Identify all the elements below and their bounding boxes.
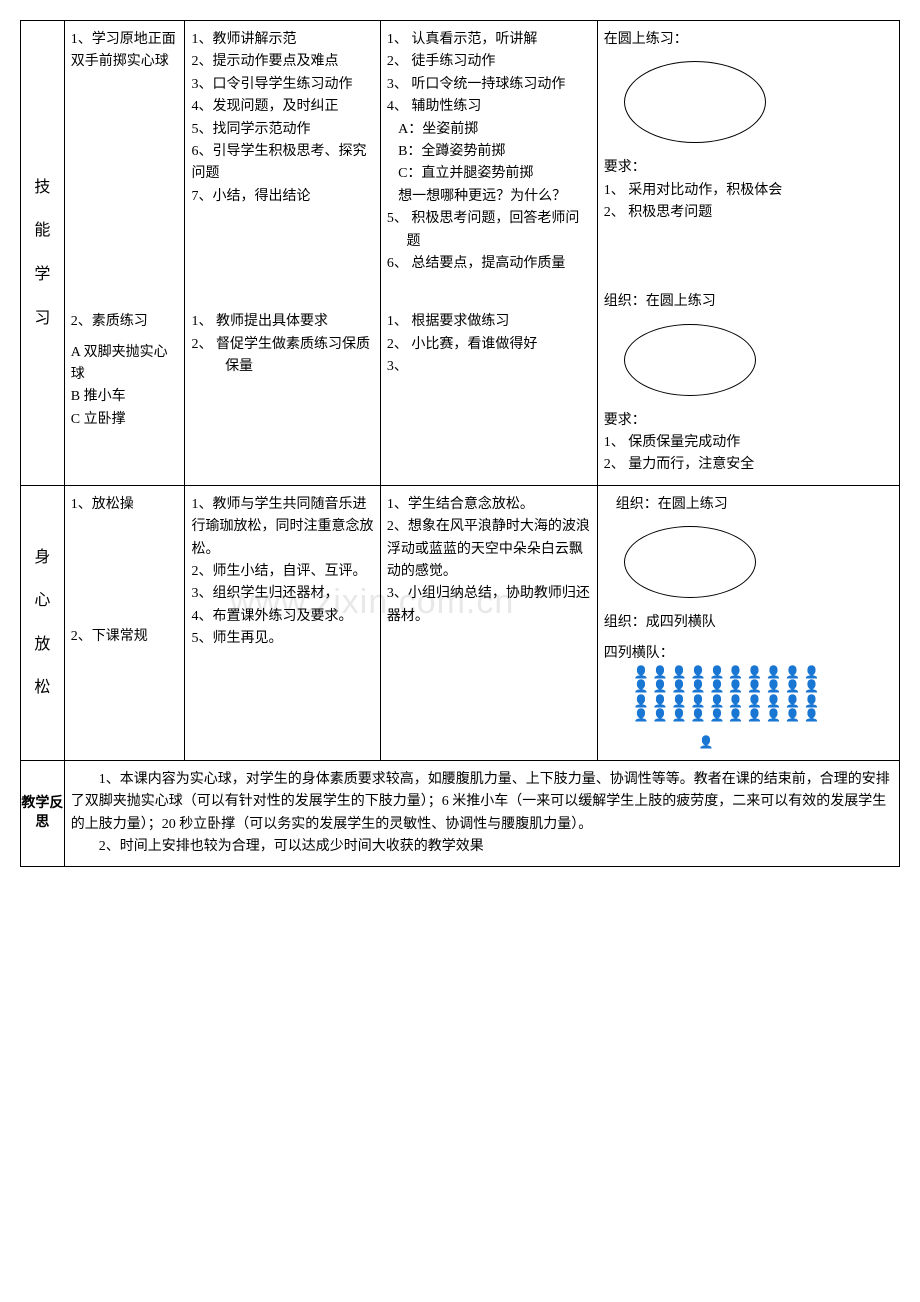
relaxation-row: 身 心 放 松 1、放松操 2、下课常规 1、教师与学生共同随音乐进行瑜珈放松，…	[21, 485, 900, 760]
row1-label: 技 能 学 习	[21, 21, 65, 486]
row3-label: 教学反思	[21, 760, 65, 867]
row2-label: 身 心 放 松	[21, 485, 65, 760]
r2-teacher: 1、教师与学生共同随音乐进行瑜珈放松，同时注重意念放松。 2、师生小结，自评、互…	[185, 485, 380, 760]
r1s2-content: 2、素质练习 A 双脚夹抛实心球 B 推小车 C 立卧撑	[64, 283, 185, 485]
quality-practice-row: 2、素质练习 A 双脚夹抛实心球 B 推小车 C 立卧撑 1、 教师提出具体要求…	[21, 283, 900, 485]
ellipse-icon	[624, 61, 766, 143]
lesson-plan-table: 技 能 学 习 1、学习原地正面双手前掷实心球 1、教师讲解示范 2、提示动作要…	[20, 20, 900, 867]
r2-org: 组织：在圆上练习 组织：成四列横队 四列横队： 👤👤👤👤👤👤👤👤👤👤 👤👤👤👤👤…	[597, 485, 899, 760]
r2-content: 1、放松操 2、下课常规	[64, 485, 185, 760]
r1s1-content: 1、学习原地正面双手前掷实心球	[64, 21, 185, 284]
r1s2-teacher: 1、 教师提出具体要求 2、 督促学生做素质练习保质保量	[185, 283, 380, 485]
reflection-content: 1、本课内容为实心球，对学生的身体素质要求较高，如腰腹肌力量、上下肢力量、协调性…	[64, 760, 899, 867]
r1s1-student: 1、 认真看示范，听讲解 2、 徒手练习动作 3、 听口令统一持球练习动作 4、…	[380, 21, 597, 284]
r1s1-org: 在圆上练习： 要求： 1、 采用对比动作，积极体会 2、 积极思考问题	[597, 21, 899, 284]
ellipse-icon	[624, 526, 756, 598]
r1s2-student: 1、 根据要求做练习 2、 小比赛，看谁做得好 3、	[380, 283, 597, 485]
formation-dots: 👤👤👤👤👤👤👤👤👤👤 👤👤👤👤👤👤👤👤👤👤 👤👤👤👤👤👤👤👤👤👤 👤👤👤👤👤👤👤…	[604, 665, 893, 752]
reflection-row: 教学反思 1、本课内容为实心球，对学生的身体素质要求较高，如腰腹肌力量、上下肢力…	[21, 760, 900, 867]
r1s1-teacher: 1、教师讲解示范 2、提示动作要点及难点 3、口令引导学生练习动作 4、发现问题…	[185, 21, 380, 284]
ellipse-icon	[624, 324, 756, 396]
r1s2-org: 组织：在圆上练习 要求： 1、 保质保量完成动作 2、 量力而行，注意安全	[597, 283, 899, 485]
skill-learning-row: 技 能 学 习 1、学习原地正面双手前掷实心球 1、教师讲解示范 2、提示动作要…	[21, 21, 900, 284]
r2-student: 1、学生结合意念放松。 2、想象在风平浪静时大海的波浪浮动或蓝蓝的天空中朵朵白云…	[380, 485, 597, 760]
